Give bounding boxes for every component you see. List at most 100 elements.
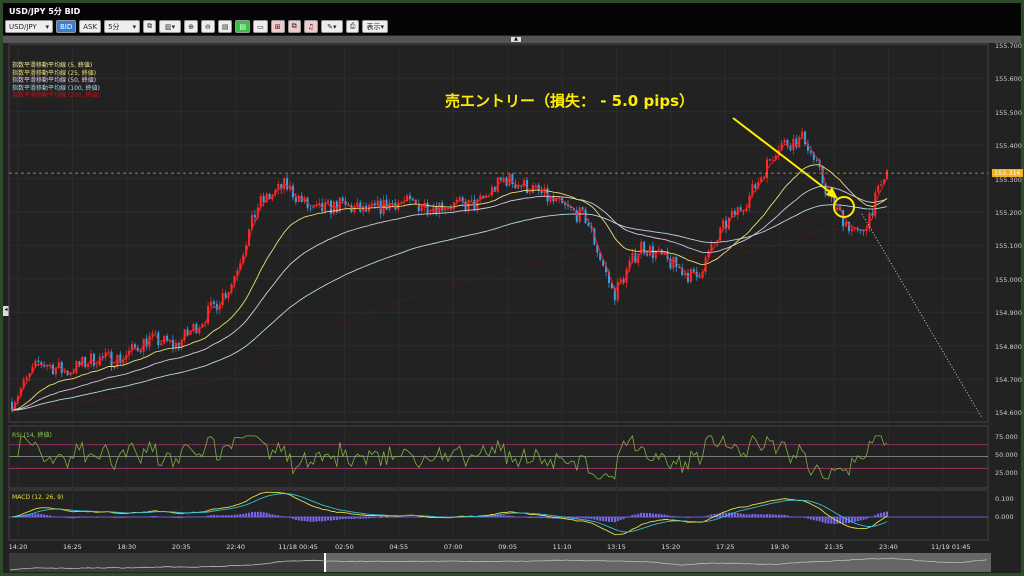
display-menu[interactable]: 表示 ▾ [362, 20, 388, 33]
candle [347, 204, 350, 206]
candle [280, 183, 283, 190]
candle [113, 366, 116, 368]
annotation-arrow [732, 117, 836, 197]
candle [34, 360, 37, 367]
toolbar: USD/JPY ▾ BID ASK 5分 ▾ ⧉ ▥▾ ⊕ ⊖ ▤ ▤ ▭ ⊞ ⧉ … [3, 18, 1021, 35]
chart-type-button[interactable]: ▥▾ [159, 20, 182, 33]
candle [435, 206, 438, 214]
rsi-label: RSI (14, 終値) [12, 432, 52, 439]
rsi-tick: 75.000 [995, 433, 1018, 441]
window-icon[interactable]: ▭ [253, 20, 268, 33]
draw-tool-button[interactable]: ✎▾ [320, 20, 343, 33]
candle [242, 255, 245, 264]
add-indicator-icon[interactable]: ⊞ [270, 20, 285, 33]
candle [886, 170, 888, 180]
candle [63, 370, 66, 373]
candle [537, 184, 540, 191]
copy-indicator-icon[interactable]: ⧉ [287, 20, 301, 33]
candle [224, 293, 227, 298]
time-tick: 11:10 [552, 543, 572, 551]
candle [256, 207, 259, 218]
candle [798, 136, 801, 148]
candle [675, 256, 678, 268]
candle [262, 196, 265, 203]
candle [628, 260, 631, 270]
candle [201, 324, 204, 328]
entry-annotation: 売エントリー（損失： - 5.0 pips） [445, 92, 695, 110]
candle [324, 202, 327, 212]
bid-button[interactable]: BID [56, 20, 77, 33]
layout-active-icon[interactable]: ▤ [235, 20, 251, 33]
candle [128, 350, 131, 356]
candle [669, 258, 672, 269]
candle [613, 288, 616, 301]
price-tick: 155.700 [995, 42, 1022, 50]
macd-tick: 0.100 [995, 495, 1014, 503]
rsi-tick: 50.000 [995, 451, 1018, 459]
time-tick: 23:40 [879, 543, 898, 551]
candle [847, 221, 850, 232]
sound-icon[interactable]: ♫ [303, 20, 318, 33]
price-tick: 154.600 [995, 409, 1022, 418]
candle [95, 365, 98, 367]
candle [739, 207, 742, 211]
candle [684, 273, 687, 276]
macd-tick: 0.000 [995, 513, 1014, 521]
candle [569, 206, 572, 209]
panel-splitter[interactable]: ▲ [3, 36, 1021, 43]
candle [233, 276, 236, 285]
layout-icon[interactable]: ▤ [217, 20, 233, 33]
rsi-line [12, 434, 888, 480]
symbol-select[interactable]: USD/JPY ▾ [5, 20, 53, 33]
entry-marker [833, 196, 855, 218]
candle [877, 185, 880, 193]
candle [11, 401, 13, 411]
price-tick: 154.800 [995, 342, 1022, 351]
time-tick: 22:40 [226, 543, 245, 551]
candle [842, 210, 845, 227]
candle [31, 366, 34, 374]
candle [567, 204, 570, 207]
candle [502, 177, 505, 181]
candle [698, 276, 701, 278]
print-icon[interactable]: ⎙ [345, 20, 360, 33]
candle [730, 210, 733, 218]
candle [230, 284, 233, 293]
candle [286, 178, 289, 190]
collapse-handle[interactable]: ▲ [511, 37, 521, 42]
candle [663, 251, 666, 255]
candle [883, 179, 886, 185]
candle [871, 213, 874, 216]
candle [265, 193, 268, 203]
candle [344, 201, 347, 205]
candle [268, 193, 271, 200]
candle [678, 267, 681, 268]
candle [54, 367, 57, 375]
candle [329, 200, 332, 214]
candle [470, 199, 473, 201]
time-tick: 16:25 [63, 543, 82, 551]
candle [760, 177, 763, 183]
timeframe-label: 5分 [108, 22, 120, 31]
link-icon[interactable]: ⧉ [143, 20, 157, 33]
ask-button[interactable]: ASK [79, 20, 102, 33]
zoom-out-icon[interactable]: ⊖ [200, 20, 215, 33]
candle [312, 206, 315, 209]
candle [119, 354, 122, 363]
candle [183, 329, 186, 340]
legend-ema100: 指数平滑移動平均線 (100, 終値) [12, 84, 100, 92]
candle [736, 207, 739, 215]
candle [607, 272, 610, 283]
side-expand-button[interactable]: ◂ [3, 306, 9, 316]
candle [701, 271, 704, 278]
candle [795, 138, 798, 148]
candle [692, 269, 695, 272]
zoom-in-icon[interactable]: ⊕ [184, 20, 198, 33]
candle [84, 357, 87, 368]
timeframe-select[interactable]: 5分 ▾ [104, 20, 141, 33]
candle [499, 177, 502, 181]
time-tick: 02:50 [335, 543, 354, 551]
candle [634, 253, 637, 264]
candle [780, 143, 783, 151]
